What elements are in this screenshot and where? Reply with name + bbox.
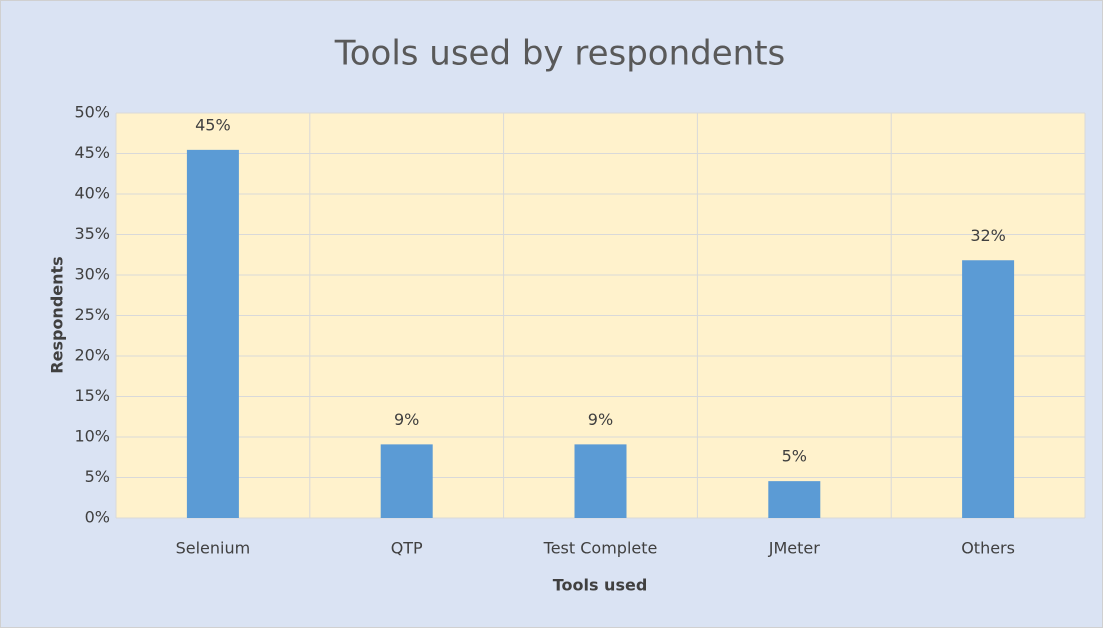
x-axis-label: Tools used [553,576,648,595]
y-tick-label: 40% [74,184,110,203]
x-tick-label: Test Complete [543,539,658,558]
bar [768,481,821,518]
data-label: 9% [394,410,419,429]
data-label: 45% [195,115,231,134]
x-tick-label: JMeter [768,539,820,558]
y-tick-label: 20% [74,346,110,365]
y-axis-label: Respondents [48,256,67,373]
data-label: 9% [588,410,613,429]
data-label: 5% [782,447,807,466]
x-tick-label: Others [961,539,1015,558]
y-tick-label: 15% [74,386,110,405]
bar [186,149,239,519]
x-tick-label: Selenium [176,539,251,558]
y-tick-label: 5% [85,467,110,486]
bar [380,444,433,518]
y-tick-label: 25% [74,305,110,324]
y-tick-label: 45% [74,143,110,162]
bar [574,444,627,518]
y-tick-label: 35% [74,224,110,243]
y-tick-label: 50% [74,103,110,122]
x-tick-label: QTP [391,539,423,558]
y-tick-label: 0% [85,508,110,527]
y-tick-label: 10% [74,427,110,446]
chart-title: Tools used by respondents [334,34,786,74]
data-label: 32% [970,226,1006,245]
y-tick-label: 30% [74,265,110,284]
bar [962,260,1015,518]
